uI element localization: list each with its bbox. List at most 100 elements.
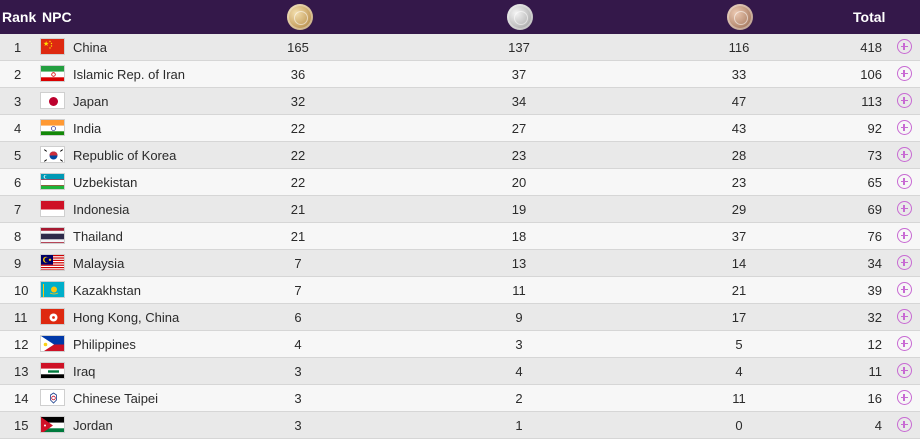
bronze-count: 0 — [735, 418, 743, 433]
country-name: Islamic Rep. of Iran — [73, 67, 185, 82]
jordan-flag-icon — [40, 416, 65, 433]
expand-plus-icon[interactable] — [897, 282, 912, 297]
expand-plus-icon[interactable] — [897, 39, 912, 54]
silver-count: 20 — [511, 175, 527, 190]
silver-count: 4 — [515, 364, 523, 379]
japan-flag-icon — [40, 92, 65, 109]
table-row[interactable]: 13 Iraq 3 4 4 11 — [0, 358, 920, 385]
table-row[interactable]: 4 India 22 27 43 92 — [0, 115, 920, 142]
country-name: Philippines — [73, 337, 136, 352]
silver-count: 23 — [511, 148, 527, 163]
gold-count: 32 — [290, 94, 306, 109]
iraq-flag-icon — [40, 362, 65, 379]
total-count: 69 — [867, 202, 882, 217]
chinese-taipei-flag-icon — [40, 389, 65, 406]
table-row[interactable]: 1 ★ China 165 137 116 418 — [0, 34, 920, 61]
hong-kong-flag-icon — [40, 308, 65, 325]
silver-count: 37 — [511, 67, 527, 82]
table-row[interactable]: 12 Philippines 4 3 5 12 — [0, 331, 920, 358]
country-name: Uzbekistan — [73, 175, 138, 190]
gold-count: 3 — [294, 418, 302, 433]
table-row[interactable]: 3 Japan 32 34 47 113 — [0, 88, 920, 115]
expand-plus-icon[interactable] — [897, 255, 912, 270]
country-name: Indonesia — [73, 202, 130, 217]
bronze-medal-icon[interactable] — [727, 4, 753, 30]
gold-count: 6 — [294, 310, 302, 325]
bronze-count: 23 — [731, 175, 747, 190]
expand-plus-icon[interactable] — [897, 174, 912, 189]
table-row[interactable]: 8 Thailand 21 18 37 76 — [0, 223, 920, 250]
table-row[interactable]: 6 Uzbekistan 22 20 23 65 — [0, 169, 920, 196]
total-count: 76 — [867, 229, 882, 244]
total-count: 12 — [867, 337, 882, 352]
expand-plus-icon[interactable] — [897, 66, 912, 81]
silver-count: 19 — [511, 202, 527, 217]
total-count: 418 — [860, 40, 882, 55]
bronze-count: 4 — [735, 364, 743, 379]
expand-plus-icon[interactable] — [897, 120, 912, 135]
gold-count: 22 — [290, 175, 306, 190]
npc-column-header[interactable]: NPC — [42, 9, 72, 25]
expand-plus-icon[interactable] — [897, 147, 912, 162]
bronze-count: 5 — [735, 337, 743, 352]
total-count: 113 — [861, 94, 882, 109]
expand-plus-icon[interactable] — [897, 417, 912, 432]
table-row[interactable]: 2 Islamic Rep. of Iran 36 37 33 106 — [0, 61, 920, 88]
uzbekistan-flag-icon — [40, 173, 65, 190]
silver-count: 2 — [515, 391, 523, 406]
table-row[interactable]: 5 Republic of Korea 22 23 28 73 — [0, 142, 920, 169]
gold-count: 36 — [290, 67, 306, 82]
total-count: 73 — [867, 148, 882, 163]
expand-plus-icon[interactable] — [897, 336, 912, 351]
expand-plus-icon[interactable] — [897, 363, 912, 378]
table-row[interactable]: 9 Malaysia 7 13 14 34 — [0, 250, 920, 277]
gold-count: 3 — [294, 391, 302, 406]
table-row[interactable]: 14 Chinese Taipei 3 2 11 16 — [0, 385, 920, 412]
country-name: Malaysia — [73, 256, 125, 271]
expand-plus-icon[interactable] — [897, 201, 912, 216]
gold-count: 21 — [290, 202, 306, 217]
china-flag-icon: ★ — [40, 38, 65, 55]
total-count: 4 — [874, 418, 882, 433]
expand-plus-icon[interactable] — [897, 309, 912, 324]
bronze-count: 28 — [731, 148, 747, 163]
country-name: India — [73, 121, 102, 136]
iran-flag-icon — [40, 65, 65, 82]
silver-medal-icon[interactable] — [507, 4, 533, 30]
country-name: Japan — [73, 94, 109, 109]
total-count: 11 — [868, 364, 883, 379]
indonesia-flag-icon — [40, 200, 65, 217]
gold-count: 22 — [290, 148, 306, 163]
expand-plus-icon[interactable] — [897, 390, 912, 405]
table-body: 1 ★ China 165 137 116 418 2 Islamic Rep.… — [0, 34, 920, 439]
expand-plus-icon[interactable] — [897, 93, 912, 108]
total-column-header[interactable]: Total — [853, 9, 886, 25]
silver-count: 13 — [511, 256, 527, 271]
malaysia-flag-icon — [40, 254, 65, 271]
silver-count: 18 — [511, 229, 527, 244]
gold-count: 4 — [294, 337, 302, 352]
table-row[interactable]: 11 Hong Kong, China 6 9 17 32 — [0, 304, 920, 331]
table-row[interactable]: 7 Indonesia 21 19 29 69 — [0, 196, 920, 223]
silver-count: 11 — [512, 283, 526, 298]
bronze-count: 33 — [731, 67, 747, 82]
silver-count: 9 — [515, 310, 523, 325]
silver-count: 3 — [515, 337, 523, 352]
silver-count: 27 — [511, 121, 527, 136]
gold-count: 165 — [287, 40, 309, 55]
table-row[interactable]: 10 Kazakhstan 7 11 21 39 — [0, 277, 920, 304]
silver-count: 137 — [508, 40, 530, 55]
gold-count: 7 — [294, 283, 302, 298]
table-row[interactable]: 15 Jordan 3 1 0 4 — [0, 412, 920, 439]
silver-count: 1 — [515, 418, 523, 433]
gold-medal-icon[interactable] — [287, 4, 313, 30]
bronze-count: 116 — [728, 40, 750, 55]
total-count: 92 — [867, 121, 882, 136]
bronze-count: 17 — [731, 310, 747, 325]
bronze-count: 14 — [731, 256, 747, 271]
country-name: Thailand — [73, 229, 123, 244]
expand-plus-icon[interactable] — [897, 228, 912, 243]
rank-column-header[interactable]: Rank — [2, 9, 37, 25]
bronze-count: 37 — [731, 229, 747, 244]
